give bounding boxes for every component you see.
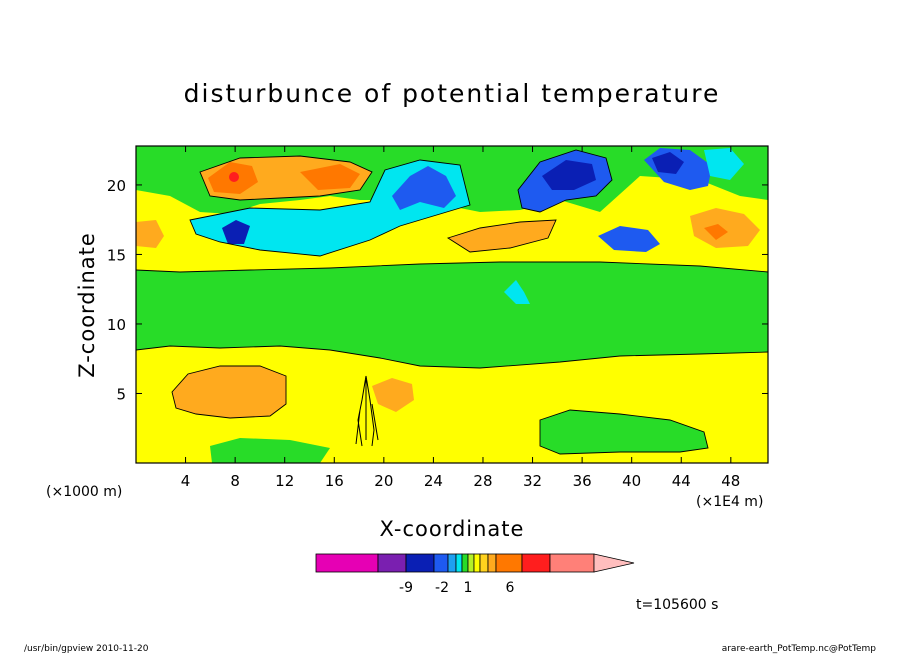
x-tick-label: 44 xyxy=(672,472,691,490)
field-plume xyxy=(355,375,379,447)
y-tick-label: 15 xyxy=(107,246,126,264)
field-darkblue-blob-e xyxy=(652,152,684,174)
y-axis: 5 10 15 20 xyxy=(107,177,768,403)
y-tick-label: 5 xyxy=(116,385,126,403)
footer-right: arare-earth_PotTemp.nc@PotTemp xyxy=(722,644,877,654)
field-cyan-blob-f xyxy=(704,148,744,180)
colorbar-segment xyxy=(487,553,497,573)
heatmap-field xyxy=(136,146,768,463)
y-axis-label: Z-coordinate xyxy=(75,232,99,378)
colorbar-segment xyxy=(377,553,407,573)
field-orange-lower-left xyxy=(172,366,286,418)
colorbar-label: 6 xyxy=(506,580,515,596)
x-tick-label: 24 xyxy=(424,472,443,490)
colorbar-segment xyxy=(455,553,463,573)
colorbar-segment xyxy=(405,553,435,573)
field-green-band xyxy=(136,262,768,368)
field-orange-lower-mid xyxy=(372,378,414,412)
colorbar-segment xyxy=(467,553,475,573)
field-blue-blob-a xyxy=(222,220,250,244)
x-tick-label: 20 xyxy=(374,472,393,490)
contour-lines xyxy=(136,149,768,455)
x-axis-label: X-coordinate xyxy=(380,517,525,541)
colorbar-segment xyxy=(473,553,481,573)
field-darkblue-blob-c xyxy=(542,160,596,190)
x-tick-label: 4 xyxy=(181,472,191,490)
colorbar-label: -9 xyxy=(399,580,413,596)
x-tick-label: 12 xyxy=(275,472,294,490)
field-cyan-patch xyxy=(504,280,530,304)
field-blue-blob-d xyxy=(598,226,660,252)
colorbar-label: 1 xyxy=(464,580,473,596)
colorbar-segment xyxy=(433,553,449,573)
colorbar-label: -2 xyxy=(435,580,449,596)
x-tick-label: 48 xyxy=(721,472,740,490)
x-tick-label: 40 xyxy=(622,472,641,490)
field-green-bottom-right xyxy=(540,410,708,454)
field-darkorange-right xyxy=(704,224,728,240)
chart-title: disturbunce of potential temperature xyxy=(184,79,721,108)
colorbar-segment xyxy=(447,553,457,573)
y-tick-label: 20 xyxy=(107,177,126,195)
x-tick-label: 16 xyxy=(325,472,344,490)
colorbar-segment xyxy=(479,553,489,573)
colorbar: -9 -2 1 6 xyxy=(315,553,635,596)
time-label: t=105600 s xyxy=(636,597,718,613)
colorbar-segment xyxy=(495,553,523,573)
x-tick-label: 32 xyxy=(523,472,542,490)
x-unit-right: (×1E4 m) xyxy=(696,494,763,510)
field-blue-blob-b xyxy=(392,166,456,210)
field-orange-mid-right xyxy=(448,220,556,252)
colorbar-segment xyxy=(461,553,469,573)
field-orange-right xyxy=(690,208,760,248)
field-red-spot xyxy=(229,172,239,182)
x-tick-label: 36 xyxy=(573,472,592,490)
field-darkorange-upper-mid xyxy=(300,164,360,190)
field-cyan-band xyxy=(190,160,470,256)
colorbar-extension-arrow xyxy=(593,553,635,573)
colorbar-segment xyxy=(549,553,595,573)
footer-left: /usr/bin/gpview 2010-11-20 xyxy=(24,644,149,654)
x-tick-label: 8 xyxy=(230,472,240,490)
field-green-bottom-left xyxy=(210,438,330,463)
colorbar-segment xyxy=(521,553,551,573)
colorbar-segment xyxy=(315,553,379,573)
plot-frame xyxy=(135,145,769,464)
x-unit-left: (×1000 m) xyxy=(46,484,122,500)
x-tick-label: 28 xyxy=(473,472,492,490)
y-tick-label: 10 xyxy=(107,316,126,334)
field-orange-left-edge xyxy=(136,220,164,248)
x-axis: 4 8 12 16 20 24 28 32 36 40 44 48 xyxy=(181,146,740,490)
